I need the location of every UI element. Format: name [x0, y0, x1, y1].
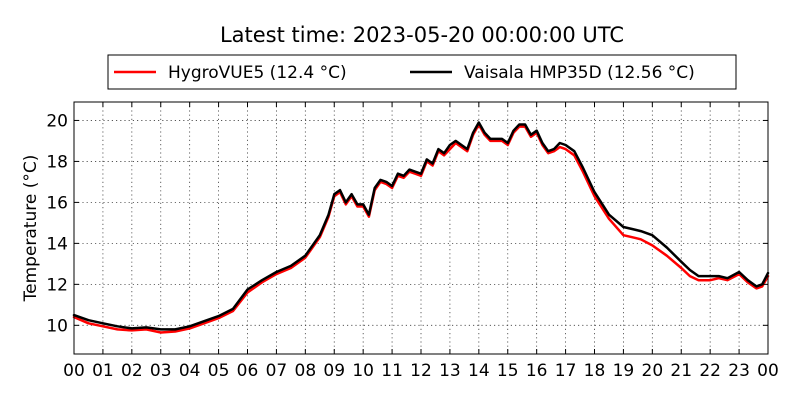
- x-tick-label: 12: [410, 361, 432, 381]
- plot-frame: [73, 101, 769, 355]
- x-tick-label: 21: [670, 361, 692, 381]
- legend-label-vaisala: Vaisala HMP35D (12.56 °C): [464, 63, 695, 83]
- grid: [73, 102, 769, 354]
- y-tick-label: 20: [46, 111, 68, 131]
- y-axis-label: Temperature (°C): [21, 155, 41, 303]
- y-tick-label: 18: [46, 152, 68, 172]
- x-tick-label: 13: [439, 361, 461, 381]
- y-tick-label: 16: [46, 193, 68, 213]
- series-layer: [72, 121, 770, 334]
- x-tick-label: 03: [150, 361, 172, 381]
- x-tick-label: 23: [728, 361, 750, 381]
- x-tick-label: 20: [642, 361, 664, 381]
- x-tick-label: 01: [92, 361, 114, 381]
- x-tick-label: 17: [555, 361, 577, 381]
- x-tick-label: 05: [208, 361, 230, 381]
- x-tick-label: 00: [63, 361, 85, 381]
- x-tick-label: 11: [381, 361, 403, 381]
- ticks: 00 01 02 03 04 05 06 07 08 09 10 11 12 13 14 15 16 17 18 19…: [46, 102, 779, 381]
- x-tick-label: 15: [497, 361, 519, 381]
- x-tick-label: 16: [526, 361, 548, 381]
- legend: HygroVUE5 (12.4 °C) Vaisala HMP35D (12.5…: [107, 54, 737, 90]
- x-tick-label: 02: [121, 361, 143, 381]
- y-tick-label: 10: [46, 316, 68, 336]
- x-tick-label: 06: [237, 361, 259, 381]
- legend-label-hygrovue5: HygroVUE5 (12.4 °C): [168, 63, 347, 83]
- series-line-hygrovue5: [72, 123, 770, 334]
- series-line-vaisala: [72, 121, 770, 331]
- x-tick-label: 04: [179, 361, 201, 381]
- x-tick-label: 00: [757, 361, 779, 381]
- x-tick-label: 10: [352, 361, 374, 381]
- x-tick-label: 09: [323, 361, 345, 381]
- y-tick-label: 12: [46, 275, 68, 295]
- x-tick-label: 22: [699, 361, 721, 381]
- x-tick-label: 08: [295, 361, 317, 381]
- x-tick-label: 07: [266, 361, 288, 381]
- x-tick-label: 18: [584, 361, 606, 381]
- chart-title: Latest time: 2023-05-20 00:00:00 UTC: [220, 23, 624, 47]
- y-tick-label: 14: [46, 234, 68, 254]
- x-tick-label: 14: [468, 361, 490, 381]
- x-tick-label: 19: [613, 361, 635, 381]
